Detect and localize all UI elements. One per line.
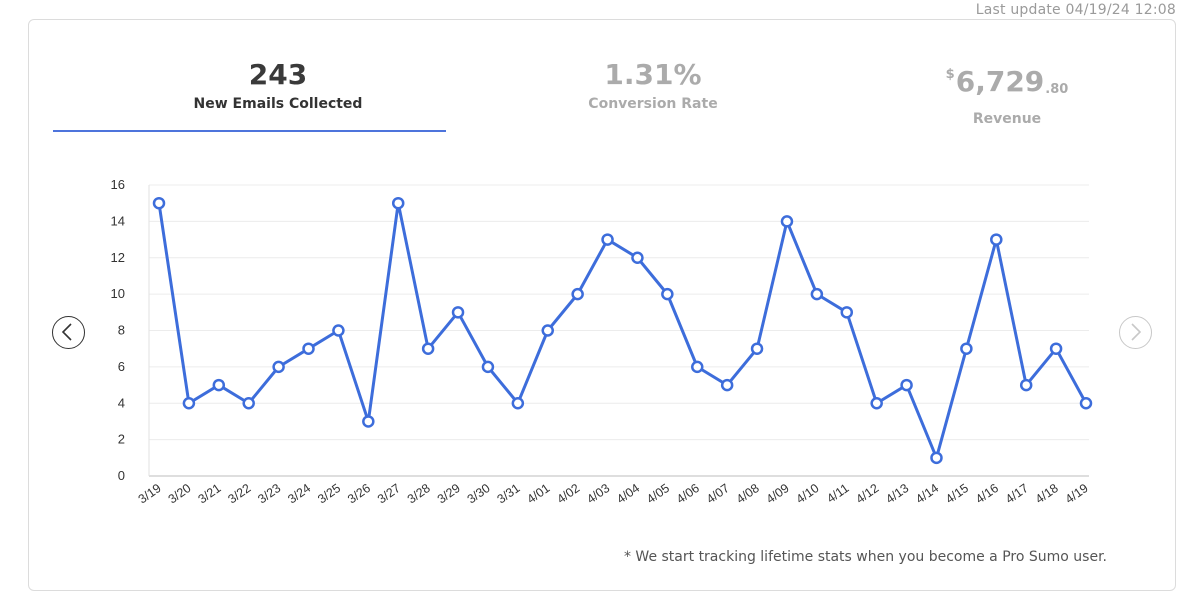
x-tick-label: 4/15 bbox=[943, 481, 971, 506]
data-point bbox=[571, 287, 584, 301]
y-tick-label: 8 bbox=[118, 323, 125, 338]
y-tick-label: 6 bbox=[118, 359, 125, 374]
y-tick-label: 10 bbox=[111, 286, 125, 301]
x-tick-label: 3/27 bbox=[375, 481, 403, 506]
x-tick-label: 3/25 bbox=[315, 481, 343, 506]
data-point bbox=[900, 378, 913, 392]
data-point bbox=[990, 233, 1003, 246]
stats-card: 243 New Emails Collected 1.31% Conversio… bbox=[28, 19, 1176, 591]
data-point bbox=[720, 378, 734, 392]
x-tick-label: 4/11 bbox=[824, 481, 851, 506]
x-tick-label: 4/18 bbox=[1033, 481, 1061, 506]
data-point bbox=[840, 306, 854, 319]
x-tick-label: 4/14 bbox=[913, 481, 941, 506]
x-tick-label: 4/16 bbox=[973, 481, 1001, 506]
revenue-whole: 6,729 bbox=[955, 65, 1045, 98]
revenue-label: Revenue bbox=[972, 111, 1042, 127]
x-tick-label: 3/23 bbox=[255, 481, 283, 506]
x-tick-label: 4/19 bbox=[1063, 481, 1091, 506]
x-tick-label: 4/01 bbox=[524, 481, 552, 506]
data-point bbox=[421, 342, 435, 355]
y-tick-label: 12 bbox=[111, 250, 125, 265]
x-tick-label: 3/20 bbox=[166, 481, 194, 506]
emails-label: New Emails Collected bbox=[193, 96, 363, 112]
footnote-text: * We start tracking lifetime stats when … bbox=[623, 549, 1107, 565]
y-tick-label: 0 bbox=[118, 468, 125, 483]
x-tick-label: 4/12 bbox=[853, 481, 881, 506]
x-tick-label: 4/04 bbox=[614, 481, 642, 506]
data-point bbox=[661, 287, 674, 301]
data-point bbox=[1049, 342, 1063, 355]
x-tick-label: 3/19 bbox=[136, 481, 164, 506]
x-tick-label: 3/28 bbox=[405, 481, 433, 506]
data-point bbox=[362, 415, 375, 428]
chevron-left-icon bbox=[61, 323, 72, 341]
data-point bbox=[541, 324, 554, 337]
x-tick-label: 3/24 bbox=[285, 481, 313, 506]
data-point bbox=[511, 397, 525, 410]
x-tick-label: 3/26 bbox=[345, 481, 373, 506]
x-tick-label: 4/02 bbox=[554, 481, 582, 506]
x-tick-label: 3/30 bbox=[465, 481, 493, 506]
y-tick-label: 14 bbox=[111, 213, 125, 228]
data-point bbox=[1079, 397, 1093, 410]
chevron-right-icon bbox=[1131, 323, 1142, 341]
x-tick-label: 3/21 bbox=[196, 481, 224, 506]
data-point bbox=[152, 196, 166, 210]
data-point bbox=[930, 451, 943, 465]
last-update-text: Last update 04/19/24 12:08 bbox=[975, 2, 1176, 18]
data-point bbox=[1019, 378, 1033, 392]
y-tick-label: 16 bbox=[111, 177, 125, 192]
data-point bbox=[302, 342, 315, 355]
data-point bbox=[332, 324, 345, 337]
x-tick-label: 4/07 bbox=[704, 481, 732, 506]
x-tick-label: 3/22 bbox=[225, 481, 253, 506]
x-tick-label: 4/17 bbox=[1003, 481, 1031, 506]
data-point bbox=[272, 360, 285, 374]
data-point bbox=[451, 306, 465, 319]
data-point bbox=[750, 342, 764, 355]
data-point bbox=[182, 397, 196, 410]
x-tick-label: 4/09 bbox=[764, 481, 792, 506]
data-point bbox=[960, 342, 973, 355]
x-tick-label: 4/06 bbox=[674, 481, 702, 506]
revenue-value: $6,729.80 bbox=[857, 58, 1157, 107]
previous-button[interactable] bbox=[52, 316, 85, 349]
conversion-value: 1.31% bbox=[604, 58, 702, 91]
data-point bbox=[631, 251, 644, 264]
x-tick-label: 4/13 bbox=[883, 481, 911, 506]
x-tick-label: 3/29 bbox=[435, 481, 463, 506]
data-point bbox=[691, 360, 704, 374]
revenue-cents: .80 bbox=[1045, 82, 1069, 97]
x-tick-label: 4/03 bbox=[584, 481, 612, 506]
data-point bbox=[481, 360, 495, 374]
emails-value: 243 bbox=[248, 58, 308, 91]
data-point bbox=[212, 378, 226, 392]
data-point bbox=[601, 233, 614, 246]
tab-revenue[interactable]: $6,729.80 Revenue bbox=[857, 58, 1157, 127]
data-point bbox=[810, 287, 824, 301]
x-tick-label: 4/08 bbox=[734, 481, 762, 506]
data-point bbox=[870, 397, 883, 410]
tab-new-emails[interactable]: 243 New Emails Collected bbox=[128, 58, 428, 112]
active-tab-underline bbox=[53, 130, 446, 132]
revenue-currency: $ bbox=[945, 67, 955, 82]
x-tick-label: 4/10 bbox=[794, 481, 822, 506]
x-tick-label: 3/31 bbox=[495, 481, 523, 506]
conversion-label: Conversion Rate bbox=[588, 96, 718, 112]
y-tick-label: 2 bbox=[118, 432, 125, 447]
y-tick-label: 4 bbox=[118, 395, 125, 410]
data-point bbox=[391, 196, 405, 210]
tab-conversion-rate[interactable]: 1.31% Conversion Rate bbox=[503, 58, 803, 112]
data-point bbox=[780, 215, 794, 228]
x-tick-label: 4/05 bbox=[644, 481, 672, 506]
data-point bbox=[242, 397, 255, 410]
next-button[interactable] bbox=[1119, 316, 1152, 349]
